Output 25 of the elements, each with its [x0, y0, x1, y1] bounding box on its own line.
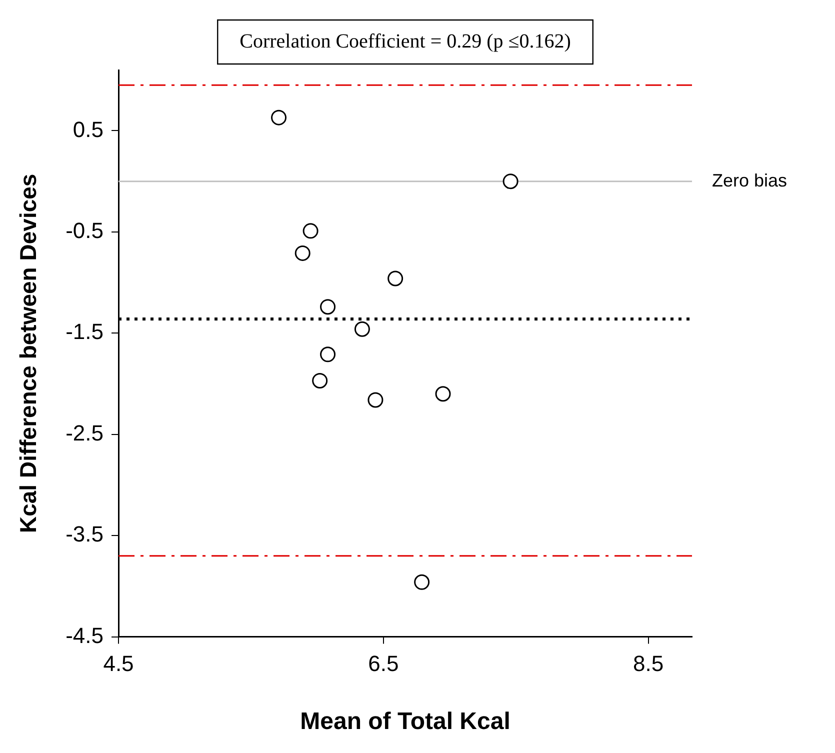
y-tick-label: -2.5 [66, 420, 104, 446]
point [354, 321, 370, 337]
text: Correlation Coefficient = 0.29 (p ≤0.162) [240, 30, 571, 52]
point [320, 346, 336, 362]
y-tick-label: -0.5 [66, 218, 104, 244]
point [320, 299, 336, 315]
point [388, 270, 404, 286]
point [414, 574, 430, 590]
x-tick-label: 6.5 [368, 651, 399, 676]
ref-line-label: Zero bias [712, 170, 788, 190]
y-tick-label: -1.5 [66, 319, 104, 344]
point [312, 372, 328, 388]
point [302, 223, 318, 239]
point [435, 386, 451, 402]
point [368, 392, 384, 408]
y-tick-label: -3.5 [66, 522, 104, 547]
point [294, 245, 310, 261]
x-tick-label: 4.5 [103, 651, 134, 676]
y-axis-title: Kcal Difference between Devices [15, 174, 42, 534]
x-axis-title: Mean of Total Kcal [300, 708, 510, 736]
y-tick-label: -4.5 [66, 622, 104, 648]
y-tick-label: 0.5 [72, 116, 104, 142]
point [271, 110, 287, 126]
point [502, 174, 518, 190]
x-tick-label: 8.5 [632, 651, 664, 676]
